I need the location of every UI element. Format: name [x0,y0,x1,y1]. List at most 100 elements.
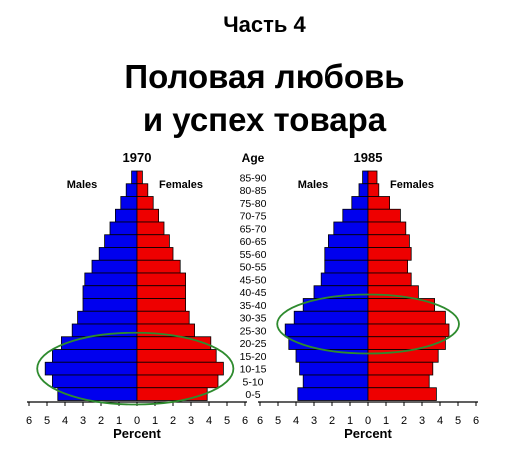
x-tick-label: 1 [116,415,122,427]
bar-male-35-40 [82,298,138,312]
slide-title-line-2: и успех товара [142,101,387,138]
bar-female-45-50 [136,272,186,287]
bar-female-15-20 [136,349,217,363]
age-group-label: 85-90 [240,172,267,184]
age-group-label: 60-65 [240,236,267,248]
bar-male-45-50 [320,272,369,287]
bar-female-20-25 [367,336,446,350]
x-axis-label: Percent [344,426,392,441]
bar-female-80-85 [367,183,380,197]
x-tick-label: 4 [62,415,68,427]
bar-female-10-15 [136,361,224,376]
x-tick-label: 1 [347,415,353,427]
bar-female-60-65 [136,234,170,248]
bar-male-60-65 [327,234,369,248]
bar-male-10-15 [44,361,138,376]
x-tick-label: 0 [365,415,371,427]
bar-male-30-35 [293,310,369,325]
bar-female-85-90 [367,170,378,185]
age-group-label: 10-15 [240,364,267,376]
part-label: Часть 4 [223,12,306,37]
chart-title: 1985 [354,150,383,165]
bar-female-80-85 [136,183,149,197]
age-group-label: 15-20 [240,351,267,363]
age-group-label: 5-10 [242,376,263,388]
x-tick-label: 4 [437,415,443,427]
x-tick-label: 3 [188,415,194,427]
bar-female-75-80 [367,196,391,210]
bar-male-0-5 [297,387,369,401]
bar-male-55-60 [98,247,138,261]
age-group-label: 70-75 [240,211,267,223]
bar-male-45-50 [84,272,138,287]
age-group-label: 45-50 [240,274,267,286]
x-axis-label: Percent [113,426,161,441]
x-tick-label: 3 [311,415,317,427]
bar-female-0-5 [367,387,437,401]
bar-female-75-80 [136,196,154,210]
bar-male-80-85 [125,183,138,197]
bar-female-70-75 [367,208,401,223]
bar-female-50-55 [367,259,408,274]
age-group-label: 0-5 [245,389,260,401]
bar-female-20-25 [136,336,212,350]
slide-title-line-1: Половая любовь [124,58,405,95]
bar-female-45-50 [367,272,412,287]
x-tick-label: 2 [98,415,104,427]
x-tick-label: 6 [242,415,248,427]
bar-male-70-75 [115,208,138,223]
x-tick-label: 5 [275,415,281,427]
age-group-label: 25-30 [240,325,267,337]
x-tick-label: 5 [224,415,230,427]
x-tick-label: 2 [329,415,335,427]
bar-male-10-15 [299,361,369,376]
bar-male-65-70 [109,221,138,236]
legend-label-females: Females [390,179,434,191]
bar-male-50-55 [324,259,369,274]
bar-female-5-10 [136,374,219,389]
age-column-header: Age [242,151,265,165]
age-group-label: 40-45 [240,287,267,299]
age-group-label: 75-80 [240,198,267,210]
bar-male-40-45 [82,285,138,299]
x-tick-label: 0 [134,415,140,427]
x-tick-label: 3 [80,415,86,427]
x-tick-label: 5 [455,415,461,427]
age-group-label: 80-85 [240,185,267,197]
highlight-ellipse [276,293,460,355]
bar-female-55-60 [367,247,412,261]
bar-male-85-90 [362,170,369,185]
x-tick-label: 2 [401,415,407,427]
bar-female-70-75 [136,208,160,223]
bar-male-60-65 [104,234,138,248]
highlight-ellipse [36,331,235,406]
x-tick-label: 3 [419,415,425,427]
bar-female-10-15 [367,361,434,376]
bar-male-70-75 [342,208,369,223]
bar-male-15-20 [52,349,138,363]
x-tick-label: 1 [152,415,158,427]
x-tick-label: 6 [473,415,479,427]
bar-male-5-10 [302,374,369,389]
chart-title: 1970 [123,150,152,165]
bar-male-20-25 [61,336,138,350]
x-tick-label: 6 [26,415,32,427]
bar-male-0-5 [57,387,138,401]
bar-male-30-35 [77,310,138,325]
bar-male-25-30 [284,323,369,338]
bar-female-60-65 [367,234,410,248]
bar-male-80-85 [358,183,369,197]
bar-female-65-70 [136,221,165,236]
bar-female-40-45 [367,285,419,299]
bar-female-0-5 [136,387,208,401]
x-tick-label: 4 [206,415,212,427]
bar-male-50-55 [91,259,138,274]
age-group-label: 35-40 [240,300,267,312]
x-tick-label: 4 [293,415,299,427]
bar-female-5-10 [367,374,430,389]
legend-label-males: Males [298,179,329,191]
bar-male-55-60 [324,247,369,261]
bar-male-5-10 [52,374,138,389]
x-tick-label: 2 [170,415,176,427]
legend-label-females: Females [159,179,203,191]
